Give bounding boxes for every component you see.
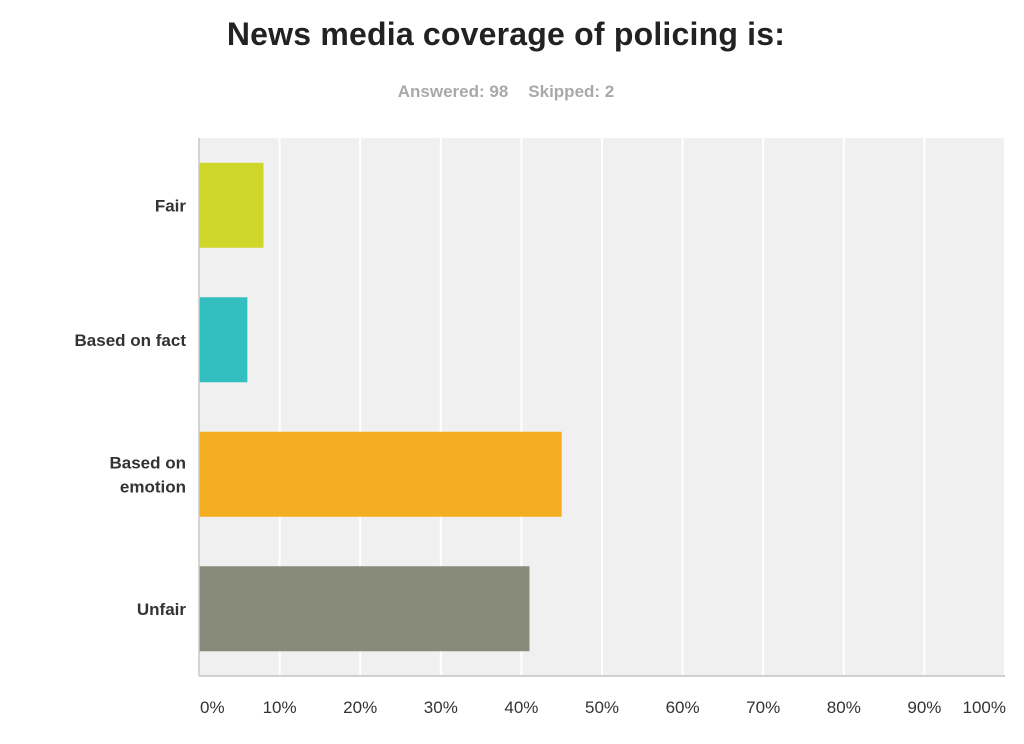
x-tick-label: 60% <box>666 698 700 717</box>
bar-fair <box>199 162 264 248</box>
x-tick-label: 80% <box>827 698 861 717</box>
bar-based-on-emotion <box>199 431 562 517</box>
category-label: Fair <box>155 196 187 215</box>
skipped-count: Skipped: 2 <box>528 82 615 101</box>
x-tick-label: 30% <box>424 698 458 717</box>
response-summary: Answered: 98 Skipped: 2 <box>0 82 1012 102</box>
answered-count: Answered: 98 <box>397 82 509 101</box>
x-tick-label: 0% <box>200 698 225 717</box>
category-label: Based on fact <box>75 331 187 350</box>
x-tick-label: 70% <box>746 698 780 717</box>
x-tick-label: 50% <box>585 698 619 717</box>
x-tick-label: 100% <box>963 698 1006 717</box>
category-label: Unfair <box>137 600 187 619</box>
x-tick-label: 90% <box>907 698 941 717</box>
x-tick-label: 10% <box>263 698 297 717</box>
bar-based-on-fact <box>199 297 248 383</box>
category-label: Based on emotion <box>109 453 186 496</box>
x-tick-label: 20% <box>343 698 377 717</box>
bar-unfair <box>199 566 530 652</box>
x-tick-label: 40% <box>504 698 538 717</box>
chart-title: News media coverage of policing is: <box>226 16 786 52</box>
